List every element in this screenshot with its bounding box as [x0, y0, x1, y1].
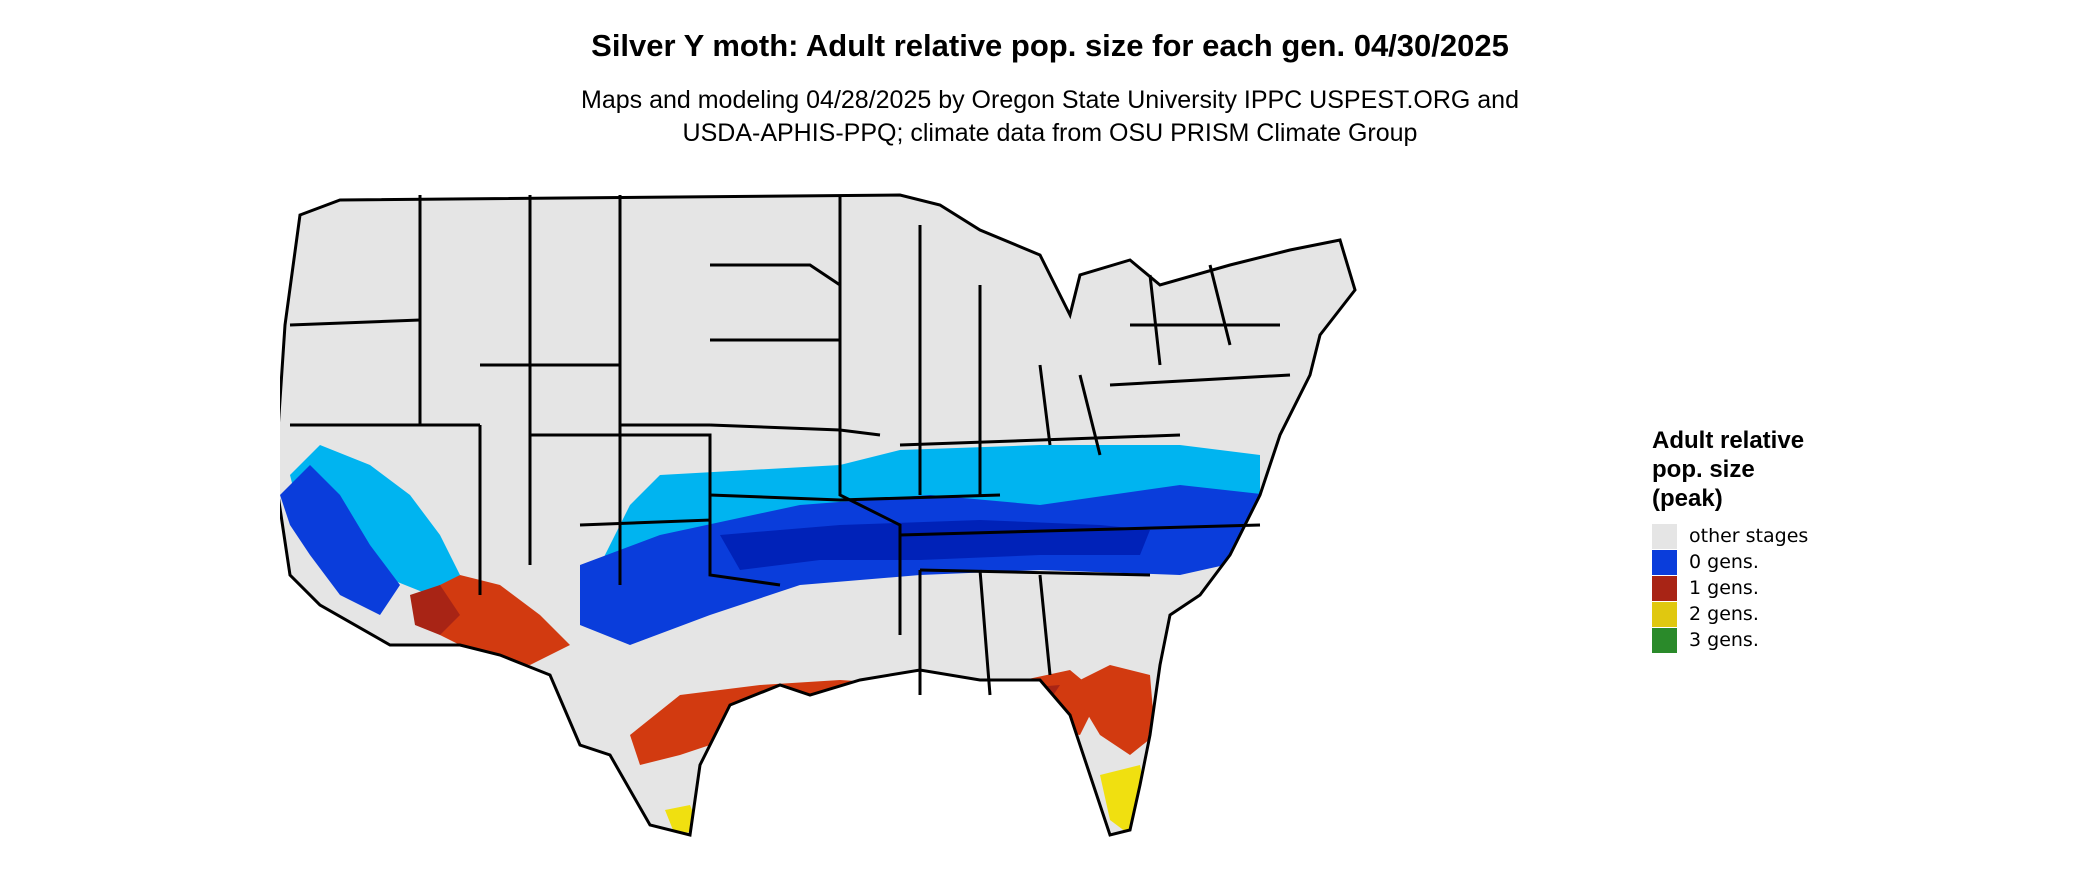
legend-swatch — [1652, 575, 1677, 601]
legend-item-other-stages: other stages — [1652, 523, 1808, 549]
legend-label: 2 gens. — [1689, 603, 1759, 625]
legend-swatch — [1652, 523, 1677, 549]
legend-item-1-gens: 1 gens. — [1652, 575, 1808, 601]
dark-red-gulf — [800, 685, 1060, 720]
us-map — [280, 193, 1357, 837]
legend-swatch — [1652, 549, 1677, 575]
legend-title-line-1: Adult relative — [1652, 427, 1805, 454]
dark-red-southwest — [410, 585, 460, 635]
legend-label: 1 gens. — [1689, 577, 1759, 599]
legend-label: 3 gens. — [1689, 629, 1759, 651]
red-southwest — [420, 575, 570, 665]
legend-title: Adult relative pop. size (peak) — [1652, 426, 1808, 513]
map-subtitle: Maps and modeling 04/28/2025 by Oregon S… — [0, 84, 2100, 150]
state-borders — [289, 195, 1291, 696]
legend-title-line-2: pop. size — [1652, 456, 1755, 483]
subtitle-line-2: USDA-APHIS-PPQ; climate data from OSU PR… — [682, 119, 1418, 147]
legend-label: 0 gens. — [1689, 551, 1759, 573]
legend-swatch — [1652, 601, 1677, 627]
legend-title-line-3: (peak) — [1652, 485, 1723, 512]
map-title: Silver Y moth: Adult relative pop. size … — [591, 28, 1509, 63]
legend-item-0-gens: 0 gens. — [1652, 549, 1808, 575]
legend-item-2-gens: 2 gens. — [1652, 601, 1808, 627]
legend-swatch — [1652, 627, 1677, 653]
legend: Adult relative pop. size (peak) other st… — [1652, 426, 1808, 653]
light-blue-west — [290, 445, 460, 595]
legend-label: other stages — [1689, 525, 1809, 547]
blue-west — [280, 465, 400, 615]
legend-item-3-gens: 3 gens. — [1652, 627, 1808, 653]
red-florida — [1070, 665, 1155, 755]
subtitle-line-1: Maps and modeling 04/28/2025 by Oregon S… — [581, 86, 1519, 114]
